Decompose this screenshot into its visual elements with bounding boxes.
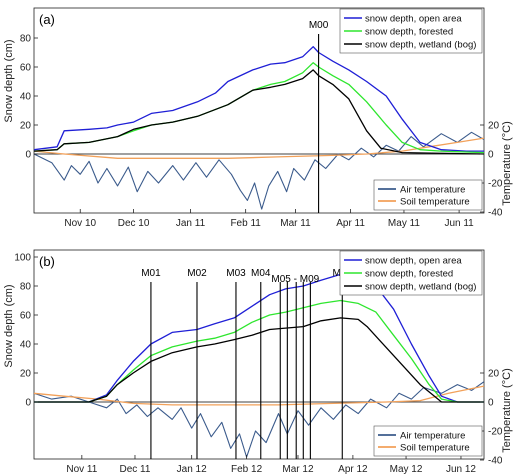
y-tick-label-left: 20 bbox=[20, 121, 32, 132]
chart-panel-a: M00 Nov 10 Dec 10 Jan 11 Feb 11 Mar 11 Apr 11 M… bbox=[3, 7, 513, 229]
series-line-snow-depth-open-area bbox=[34, 273, 484, 403]
x-tick-label: Jun 11 bbox=[444, 218, 474, 229]
legend-entry: Soil temperature bbox=[400, 443, 470, 454]
legend-entry: snow depth, forested bbox=[365, 269, 453, 280]
y-tick-label-left: 80 bbox=[20, 34, 32, 45]
legend-entry: snow depth, open area bbox=[365, 256, 462, 267]
legend-box bbox=[339, 250, 483, 296]
legend-entry: Air temperature bbox=[400, 185, 465, 196]
y-tick-label-right: 20 bbox=[488, 121, 500, 132]
y-tick-label-left: 60 bbox=[20, 63, 32, 74]
x-tick-label: Apr 12 bbox=[338, 464, 368, 475]
legend-entry: snow depth, open area bbox=[365, 14, 462, 25]
series-line-snow-depth-wetland-bog bbox=[34, 69, 484, 155]
y-axis-label-left: Snow depth (cm) bbox=[3, 39, 15, 122]
x-tick-label: Dec 10 bbox=[118, 218, 150, 229]
series-line-air-temperature bbox=[34, 381, 484, 458]
plot-area bbox=[34, 46, 484, 210]
series-line-air-temperature bbox=[34, 131, 484, 210]
plot-frame bbox=[33, 249, 485, 460]
plot-frame bbox=[33, 7, 485, 214]
y-tick-label-right: -40 bbox=[488, 456, 503, 467]
legend-box bbox=[373, 425, 483, 457]
x-tick-label: Jan 11 bbox=[176, 218, 206, 229]
legend-entry: snow depth, forested bbox=[365, 27, 453, 38]
series-line-snow-depth-open-area bbox=[34, 46, 484, 152]
measurement-marker-label: M00 bbox=[309, 20, 329, 31]
x-tick-label: May 11 bbox=[388, 218, 420, 229]
y-tick-label-left: 0 bbox=[25, 398, 31, 409]
y-tick-label-left: 60 bbox=[20, 311, 32, 322]
x-tick-label: Mar 11 bbox=[280, 218, 311, 229]
x-tick-label: Jun 12 bbox=[446, 464, 476, 475]
y-tick-label-right: 0 bbox=[488, 150, 494, 161]
x-tick-label: Jan 12 bbox=[177, 464, 207, 475]
y-axis-label-right: Temperature (°C) bbox=[501, 121, 513, 205]
legend-box bbox=[339, 8, 483, 54]
measurement-marker-label: M01 bbox=[141, 268, 161, 279]
series-line-snow-depth-wetland-bog bbox=[34, 317, 484, 403]
y-axis-label-right: Temperature (°C) bbox=[501, 368, 513, 452]
y-tick-label-left: 80 bbox=[20, 282, 32, 293]
x-tick-label: Feb 11 bbox=[230, 218, 261, 229]
legend-entry: snow depth, wetland (bog) bbox=[365, 282, 476, 293]
series-line-soil-temperature bbox=[34, 385, 484, 406]
y-tick-label-right: -40 bbox=[488, 208, 503, 219]
measurement-marker-label: M03 bbox=[226, 268, 246, 279]
panel-label: (b) bbox=[39, 254, 55, 269]
measurement-span-label: M05 - M09 bbox=[271, 274, 319, 285]
y-tick-label-left: 20 bbox=[20, 369, 32, 380]
x-tick-label: Apr 11 bbox=[336, 218, 365, 229]
x-tick-label: May 12 bbox=[390, 464, 423, 475]
series-line-snow-depth-forested bbox=[34, 299, 484, 403]
measurement-marker-label: M04 bbox=[251, 268, 271, 279]
plot-area bbox=[34, 273, 484, 458]
y-tick-label-right: -20 bbox=[488, 427, 503, 438]
y-tick-label-left: 100 bbox=[14, 253, 31, 264]
y-axis-label-left: Snow depth (cm) bbox=[3, 284, 15, 367]
legend-snow: snow depth, open area snow depth, foreste… bbox=[339, 8, 483, 54]
legend-entry: Soil temperature bbox=[400, 197, 470, 208]
legend-entry: Air temperature bbox=[400, 431, 465, 442]
legend-box bbox=[373, 179, 483, 211]
series-line-soil-temperature bbox=[34, 137, 484, 159]
y-tick-label-left: 0 bbox=[25, 150, 31, 161]
x-tick-label: Feb 12 bbox=[231, 464, 263, 475]
y-tick-label-left: 40 bbox=[20, 340, 32, 351]
y-tick-label-right: -20 bbox=[488, 179, 503, 190]
x-tick-label: Nov 11 bbox=[66, 464, 97, 475]
y-tick-label-right: 20 bbox=[488, 369, 500, 380]
legend-snow: snow depth, open area snow depth, foreste… bbox=[339, 250, 483, 296]
legend-entry: snow depth, wetland (bog) bbox=[365, 40, 476, 51]
x-tick-label: Dec 11 bbox=[120, 464, 151, 475]
x-tick-label: Mar 12 bbox=[282, 464, 314, 475]
x-tick-label: Nov 10 bbox=[64, 218, 96, 229]
series-line-snow-depth-forested bbox=[34, 62, 484, 154]
y-tick-label-right: 0 bbox=[488, 398, 494, 409]
y-tick-label-left: 40 bbox=[20, 92, 32, 103]
measurement-marker-label: M02 bbox=[187, 268, 207, 279]
panel-label: (a) bbox=[39, 12, 55, 27]
